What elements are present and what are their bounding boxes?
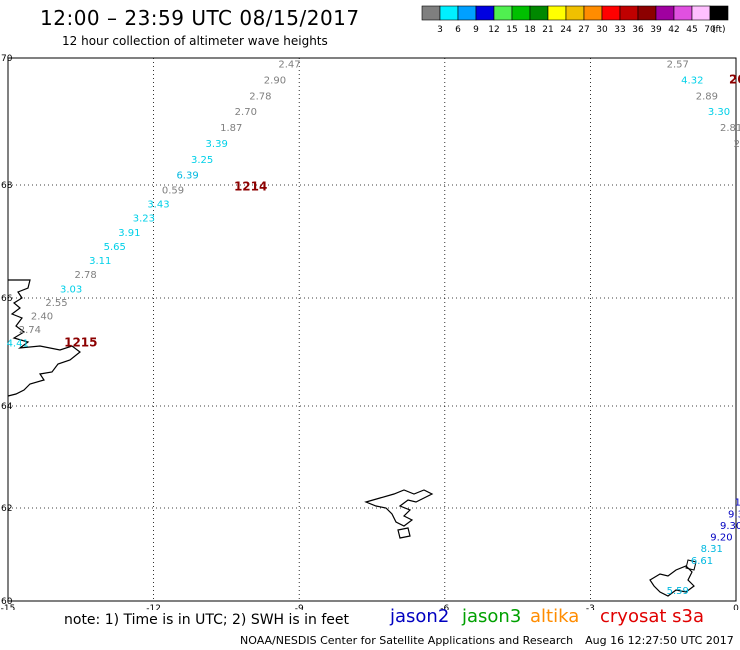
faroe-islet <box>397 527 411 539</box>
swh-value: 3.03 <box>60 284 82 295</box>
pass-time-label: 1215 <box>64 336 97 350</box>
legend-jason2: jason2 <box>390 606 450 627</box>
swh-value: 3.39 <box>206 139 228 150</box>
swh-value: 3.11 <box>89 256 111 267</box>
legend-jason3: jason3 <box>462 606 522 627</box>
swh-value: 2.40 <box>31 312 53 323</box>
track-pass: 109.39.309.208.316.61 5.59 <box>667 497 740 597</box>
color-bin <box>709 5 729 21</box>
lat-tick-label: 70 <box>1 54 13 64</box>
track-pass: 2.47 2.90 2.78 2.70 1.87 3.39 3.25 6.39 0.59 1214 <box>162 60 301 197</box>
color-bin-label: 42 <box>668 25 679 35</box>
color-bin-label: 45 <box>686 25 697 35</box>
swh-value: 2.78 <box>249 91 271 102</box>
swh-value: 2.57 <box>667 60 689 71</box>
swh-value: 2.81 <box>720 123 740 134</box>
swh-value: 1.87 <box>220 123 242 134</box>
pass-time-label: 1214 <box>234 180 267 194</box>
shetland-islet <box>685 559 697 571</box>
swh-value: 3.30 <box>708 107 730 118</box>
units-note: note: 1) Time is in UTC; 2) SWH is in fe… <box>64 612 350 628</box>
lat-tick-label: 64 <box>1 402 13 412</box>
swh-value: 2.55 <box>45 298 67 309</box>
footer-timestamp: Aug 16 12:27:50 UTC 2017 <box>585 634 734 647</box>
color-bin-label: 24 <box>560 25 572 35</box>
color-bin-label: 6 <box>455 25 461 35</box>
lat-tick-label: 68 <box>1 181 13 191</box>
swh-value: 9.30 <box>720 521 740 532</box>
lon-tick-label: -3 <box>586 604 595 610</box>
lon-tick-label: -15 <box>1 604 16 610</box>
swh-value: 3.91 <box>118 228 140 239</box>
color-bin-label: 36 <box>632 25 644 35</box>
swh-value: 9.3 <box>728 509 740 520</box>
swh-value: 2. <box>734 139 740 150</box>
color-scale-unit: (ft) <box>712 25 726 35</box>
footer-credit: NOAA/NESDIS Center for Satellite Applica… <box>240 634 574 647</box>
color-bin-label: 30 <box>596 25 608 35</box>
lon-tick-label: -6 <box>440 604 449 610</box>
swh-value: 5.59 <box>667 586 689 597</box>
swh-color-scale: 3 6 9 12 15 18 21 24 27 30 33 36 39 42 45 70(ft) <box>421 5 729 35</box>
page-subtitle: 12 hour collection of altimeter wave hei… <box>62 34 328 48</box>
swh-value: 2.47 <box>278 60 300 71</box>
iceland-coast <box>7 279 81 397</box>
swh-value: 2.74 <box>19 325 41 336</box>
legend-cryosat-s3a: cryosat s3a <box>600 606 705 627</box>
color-bin-label: 18 <box>524 25 536 35</box>
swh-value: 5.65 <box>104 242 126 253</box>
pass-time-label: 2029 <box>729 72 740 86</box>
swh-value: 3.43 <box>147 200 169 211</box>
swh-value: 0.59 <box>162 185 184 196</box>
page-title: 12:00 – 23:59 UTC 08/15/2017 <box>40 6 360 30</box>
swh-value: 2.70 <box>235 107 257 118</box>
swh-value: 4.32 <box>681 75 703 86</box>
wave-height-map: 2.472.902.782.701.873.393.256.390.59 1214… <box>1 54 740 610</box>
faroe-islands <box>364 489 434 527</box>
color-bin-label: 70 <box>704 25 716 35</box>
legend-altika: altika <box>530 606 580 627</box>
swh-value: 8.31 <box>701 544 723 555</box>
color-bin-label: 39 <box>650 25 662 35</box>
color-bin-label: 15 <box>506 25 517 35</box>
lat-tick-label: 66 <box>1 294 13 304</box>
swh-value: 6.61 <box>691 556 713 567</box>
swh-value: 2.89 <box>696 91 718 102</box>
swh-value: 3.25 <box>191 155 213 166</box>
lat-lon-grid <box>7 57 737 602</box>
color-bin-label: 9 <box>473 25 479 35</box>
track-pass: 2.57 4.32 2.89 3.30 2.81 2. 2029 <box>667 60 740 150</box>
swh-value: 2.90 <box>264 75 286 86</box>
lon-tick-label: 0 <box>733 604 739 610</box>
swh-value: 4.41 <box>7 339 29 350</box>
lat-tick-label: 62 <box>1 504 12 514</box>
track-pass: 3.43 3.23 3.91 5.65 3.11 2.78 3.03 2.55 2.40 2.74… <box>7 200 170 350</box>
footer: NOAA/NESDIS Center for Satellite Applica… <box>240 634 734 647</box>
color-bin-label: 3 <box>437 25 443 35</box>
color-bin-label: 21 <box>542 25 553 35</box>
lat-tick-label: 60 <box>1 597 13 607</box>
map-frame <box>7 57 737 602</box>
coastline <box>7 279 697 597</box>
axis-ticks: -15 -12 -9 -6 -3 0 70 68 66 64 62 60 <box>1 54 739 610</box>
color-bin-label: 33 <box>614 25 625 35</box>
swh-value: 3.23 <box>133 214 155 225</box>
lon-tick-label: -9 <box>295 604 304 610</box>
swh-value: 6.39 <box>176 171 198 182</box>
color-bin-label: 27 <box>578 25 589 35</box>
swh-value: 2.78 <box>75 270 97 281</box>
swh-value: 10 <box>734 497 740 508</box>
lon-tick-label: -12 <box>146 604 161 610</box>
swh-value: 9.20 <box>710 533 732 544</box>
altimeter-tracks: 2.47 2.90 2.78 2.70 1.87 3.39 3.25 6.39 0.59 1214… <box>7 60 740 598</box>
color-bin-label: 12 <box>488 25 499 35</box>
shetland-islands <box>649 565 695 597</box>
